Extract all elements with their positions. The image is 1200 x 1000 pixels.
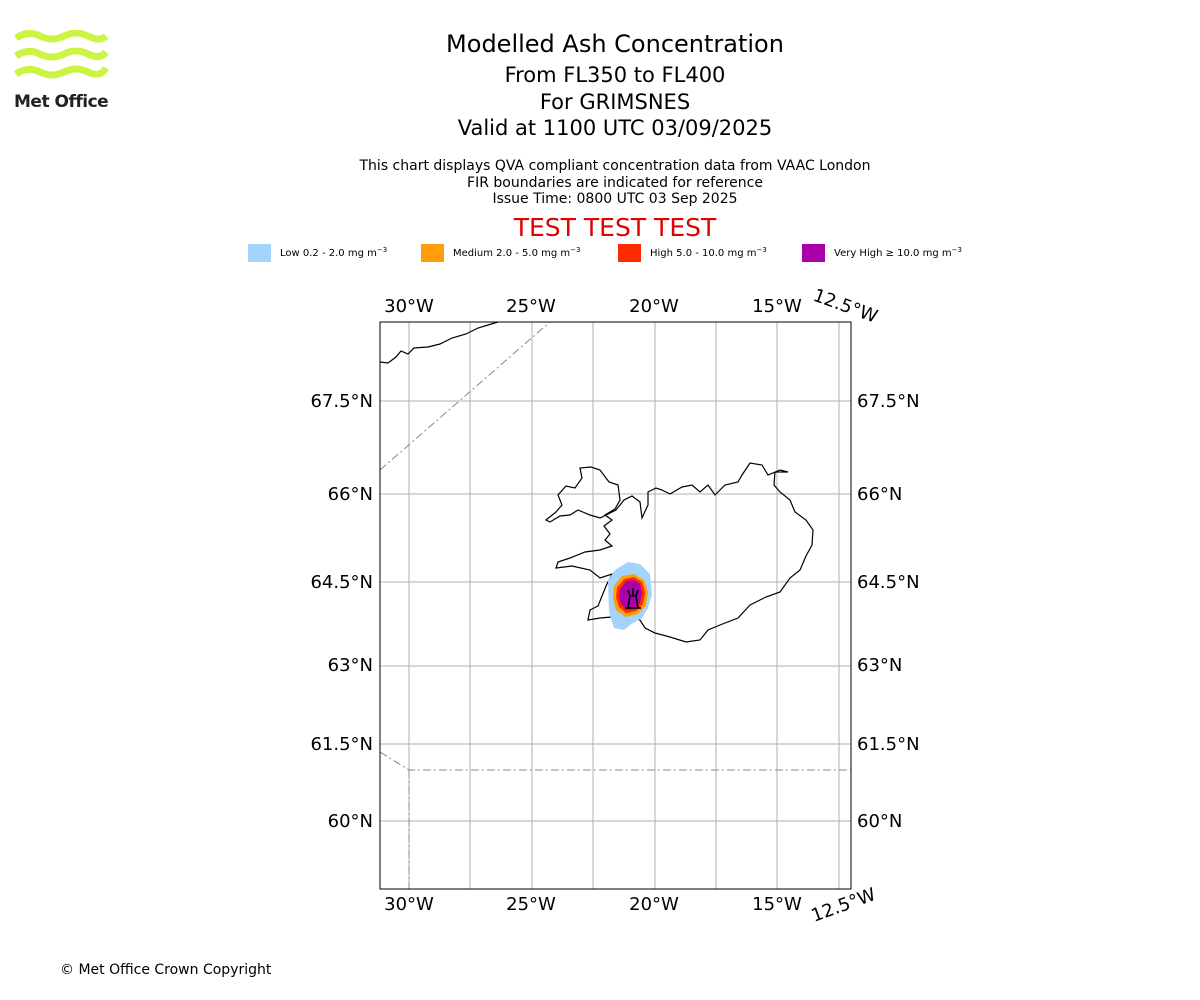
- legend-exp-low: −3: [376, 246, 388, 254]
- volcano-name: For GRIMSNES: [539, 90, 691, 114]
- legend-label-very-high: Very High ≥ 10.0 mg m: [834, 248, 952, 259]
- legend-exp-very-high: −3: [951, 246, 962, 254]
- lat-label-left: 60°N: [328, 811, 373, 832]
- fir-boundary-south: [379, 751, 851, 771]
- lat-label-left: 66°N: [328, 484, 373, 505]
- valid-time: Valid at 1100 UTC 03/09/2025: [457, 116, 773, 140]
- fir-boundary-greenland: [379, 321, 551, 471]
- logo-text: Met Office: [14, 92, 109, 112]
- map-frame: [379, 321, 852, 890]
- lat-label-right: 61.5°N: [857, 734, 920, 755]
- lon-label-top: 20°W: [629, 296, 679, 317]
- note-qva: This chart displays QVA compliant concen…: [359, 158, 871, 174]
- met-office-waves-icon: [14, 29, 110, 79]
- lon-label-bottom: 25°W: [506, 894, 556, 915]
- lat-label-left: 67.5°N: [310, 391, 373, 412]
- legend-swatch-low: [248, 244, 271, 262]
- lat-label-right: 66°N: [857, 484, 902, 505]
- issue-time: Issue Time: 0800 UTC 03 Sep 2025: [492, 191, 738, 207]
- volcano-icon: [625, 588, 641, 609]
- lon-label-top: 12.5°W: [810, 285, 880, 328]
- lon-label-bottom: 30°W: [384, 894, 434, 915]
- legend-label-low: Low 0.2 - 2.0 mg m: [280, 248, 377, 259]
- gridlines: [380, 322, 851, 889]
- copyright-footer: © Met Office Crown Copyright: [60, 962, 272, 978]
- greenland-coastline: [379, 321, 499, 364]
- lat-label-left: 61.5°N: [310, 734, 373, 755]
- note-fir: FIR boundaries are indicated for referen…: [467, 175, 763, 191]
- lon-label-top: 15°W: [752, 296, 802, 317]
- legend-swatch-medium: [421, 244, 444, 262]
- fir-boundaries: [379, 321, 851, 889]
- flight-levels: From FL350 to FL400: [504, 63, 726, 87]
- lat-label-right: 64.5°N: [857, 572, 920, 593]
- chart-title: Modelled Ash Concentration: [446, 30, 784, 58]
- lon-label-bottom: 20°W: [629, 894, 679, 915]
- lon-label-top: 25°W: [506, 296, 556, 317]
- legend-exp-high: −3: [756, 246, 767, 254]
- met-office-logo: Met Office: [14, 29, 110, 114]
- lat-label-right: 63°N: [857, 655, 902, 676]
- lat-label-left: 63°N: [328, 655, 373, 676]
- legend-swatch-very-high: [802, 244, 825, 262]
- lat-label-right: 60°N: [857, 811, 902, 832]
- iceland-coastline: [544, 462, 814, 643]
- legend-label-medium: Medium 2.0 - 5.0 mg m: [453, 248, 571, 259]
- lon-label-top: 30°W: [384, 296, 434, 317]
- lat-label-left: 64.5°N: [310, 572, 373, 593]
- lon-label-bottom: 12.5°W: [809, 884, 879, 927]
- lat-label-right: 67.5°N: [857, 391, 920, 412]
- test-banner: TEST TEST TEST: [513, 213, 717, 242]
- legend-exp-medium: −3: [570, 246, 581, 254]
- legend-swatch-high: [618, 244, 641, 262]
- lon-label-bottom: 15°W: [752, 894, 802, 915]
- legend-label-high: High 5.0 - 10.0 mg m: [650, 248, 757, 259]
